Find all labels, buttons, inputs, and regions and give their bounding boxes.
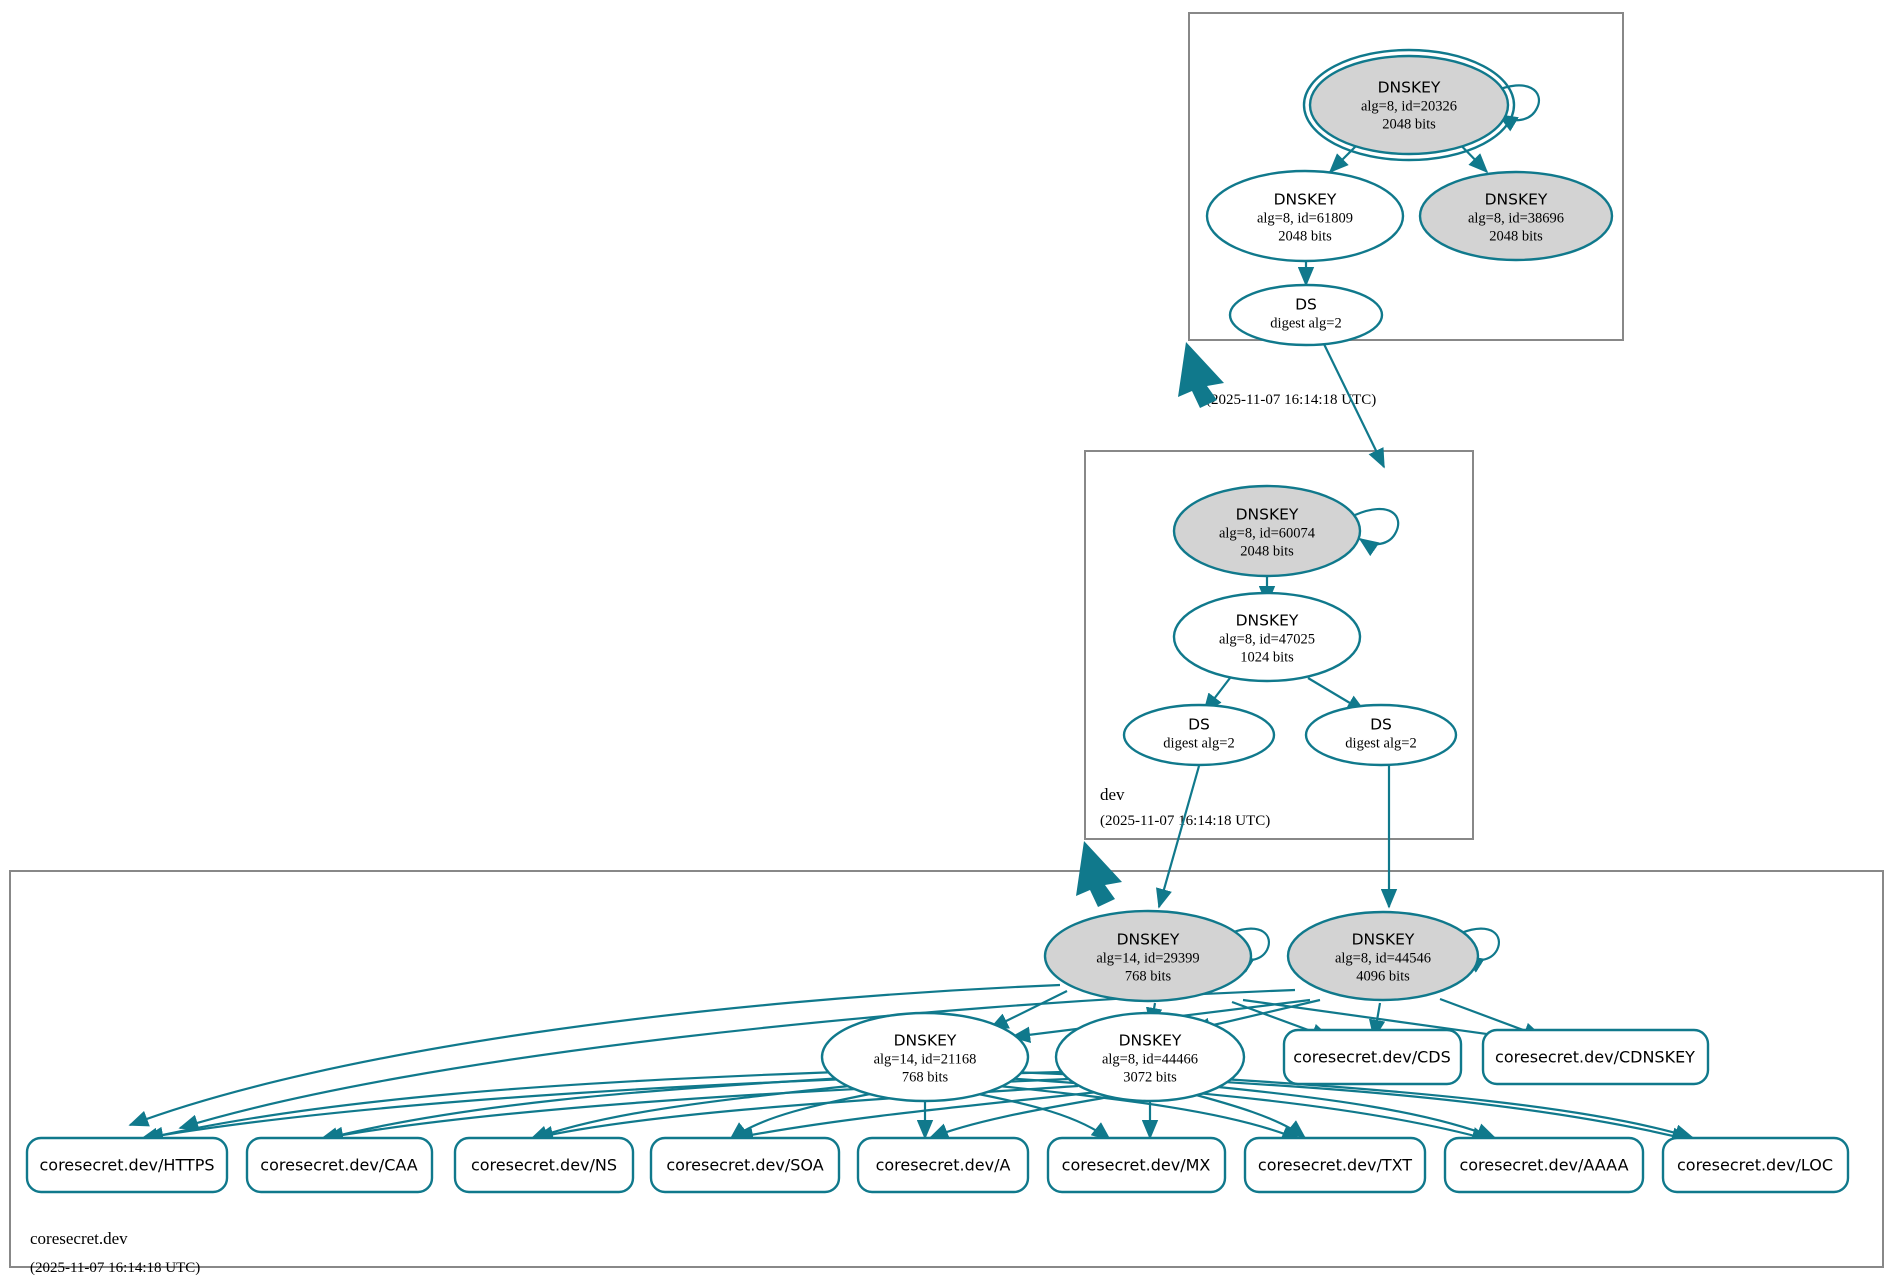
zone-timestamp-root: (2025-11-07 16:14:18 UTC) — [1206, 392, 1376, 408]
node-params: alg=8, id=38696 — [1468, 210, 1564, 226]
node-params: alg=8, id=44546 — [1335, 950, 1431, 966]
zone-label-dev: dev — [1100, 785, 1125, 804]
node-cs-zsk-21168[interactable]: DNSKEY alg=14, id=21168 768 bits — [820, 1011, 1030, 1103]
rrset-label: coresecret.dev/TXT — [1258, 1156, 1412, 1175]
node-cs-zsk-44466[interactable]: DNSKEY alg=8, id=44466 3072 bits — [1054, 1011, 1246, 1103]
node-params: alg=14, id=21168 — [874, 1051, 977, 1067]
rrset-box-soa[interactable]: coresecret.dev/SOA — [649, 1136, 841, 1194]
rrset-box-cdnskey[interactable]: coresecret.dev/CDNSKEY — [1481, 1028, 1710, 1086]
node-dev-zsk-47025[interactable]: DNSKEY alg=8, id=47025 1024 bits — [1172, 591, 1362, 683]
node-size: 3072 bits — [1123, 1069, 1177, 1085]
node-root-dnskey-61809[interactable]: DNSKEY alg=8, id=61809 2048 bits — [1205, 169, 1405, 263]
node-size: 2048 bits — [1382, 116, 1436, 132]
rrset-box-loc[interactable]: coresecret.dev/LOC — [1661, 1136, 1850, 1194]
zone-timestamp-coresecret: (2025-11-07 16:14:18 UTC) — [30, 1260, 200, 1276]
rrset-label: coresecret.dev/CAA — [260, 1156, 417, 1175]
node-dev-ds-right[interactable]: DS digest alg=2 — [1304, 703, 1458, 767]
rrset-box-aaaa[interactable]: coresecret.dev/AAAA — [1443, 1136, 1645, 1194]
delegation-arrow-dev-to-coresecret — [1076, 841, 1122, 907]
node-size: 2048 bits — [1489, 228, 1543, 244]
zone-label-coresecret: coresecret.dev — [30, 1229, 128, 1248]
rrset-label: coresecret.dev/NS — [471, 1156, 617, 1175]
node-title: DNSKEY — [1352, 931, 1415, 949]
node-params: alg=8, id=47025 — [1219, 631, 1315, 647]
node-title: DS — [1188, 716, 1210, 734]
rrset-box-cds[interactable]: coresecret.dev/CDS — [1282, 1028, 1463, 1086]
node-params: alg=8, id=60074 — [1219, 525, 1316, 541]
node-params: alg=14, id=29399 — [1096, 950, 1199, 966]
node-params: digest alg=2 — [1345, 735, 1416, 751]
rrset-label: coresecret.dev/LOC — [1677, 1156, 1833, 1175]
node-params: digest alg=2 — [1163, 735, 1234, 751]
zone-timestamp-dev: (2025-11-07 16:14:18 UTC) — [1100, 813, 1270, 829]
node-title: DNSKEY — [894, 1032, 957, 1050]
node-cs-ksk-44546[interactable]: DNSKEY alg=8, id=44546 4096 bits — [1286, 910, 1480, 1002]
node-params: alg=8, id=44466 — [1102, 1051, 1198, 1067]
rrset-label: coresecret.dev/MX — [1062, 1156, 1211, 1175]
node-title: DNSKEY — [1485, 191, 1548, 209]
node-size: 4096 bits — [1356, 968, 1410, 984]
node-cs-ksk-29399[interactable]: DNSKEY alg=14, id=29399 768 bits — [1043, 909, 1253, 1003]
node-params: alg=8, id=61809 — [1257, 210, 1353, 226]
rrset-box-txt[interactable]: coresecret.dev/TXT — [1243, 1136, 1427, 1194]
node-params: alg=8, id=20326 — [1361, 98, 1457, 114]
node-title: DS — [1370, 716, 1392, 734]
node-size: 2048 bits — [1278, 228, 1332, 244]
rrset-label: coresecret.dev/HTTPS — [39, 1156, 214, 1175]
rrset-label: coresecret.dev/CDNSKEY — [1495, 1048, 1695, 1067]
rrset-box-ns[interactable]: coresecret.dev/NS — [453, 1136, 635, 1194]
rrset-label: coresecret.dev/AAAA — [1459, 1156, 1628, 1175]
node-title: DNSKEY — [1236, 506, 1299, 524]
rrset-box-a[interactable]: coresecret.dev/A — [856, 1136, 1030, 1194]
node-title: DNSKEY — [1236, 612, 1299, 630]
rrset-label: coresecret.dev/A — [876, 1156, 1011, 1175]
node-root-dnskey-38696[interactable]: DNSKEY alg=8, id=38696 2048 bits — [1418, 170, 1614, 262]
node-title: DNSKEY — [1378, 79, 1441, 97]
node-size: 2048 bits — [1240, 543, 1294, 559]
node-title: DNSKEY — [1119, 1032, 1182, 1050]
rrset-box-mx[interactable]: coresecret.dev/MX — [1046, 1136, 1227, 1194]
node-params: digest alg=2 — [1270, 315, 1341, 331]
node-root-ksk-20326[interactable]: DNSKEY alg=8, id=20326 2048 bits — [1302, 48, 1516, 162]
node-title: DS — [1295, 296, 1317, 314]
node-title: DNSKEY — [1274, 191, 1337, 209]
rrset-box-https[interactable]: coresecret.dev/HTTPS — [25, 1136, 229, 1194]
node-root-ds-for-dev[interactable]: DS digest alg=2 — [1228, 283, 1384, 347]
node-title: DNSKEY — [1117, 931, 1180, 949]
node-size: 1024 bits — [1240, 649, 1294, 665]
rrset-label: coresecret.dev/SOA — [666, 1156, 823, 1175]
zone-box-dev: dev (2025-11-07 16:14:18 UTC) — [1084, 450, 1474, 840]
rrset-box-caa[interactable]: coresecret.dev/CAA — [245, 1136, 434, 1194]
zone-box-root: . (2025-11-07 16:14:18 UTC) — [1188, 12, 1624, 408]
node-size: 768 bits — [902, 1069, 949, 1085]
node-dev-ksk-60074[interactable]: DNSKEY alg=8, id=60074 2048 bits — [1172, 484, 1362, 578]
delegation-arrow-root-to-dev — [1178, 342, 1224, 408]
rrset-label: coresecret.dev/CDS — [1293, 1048, 1451, 1067]
zone-box-coresecret: coresecret.dev (2025-11-07 16:14:18 UTC) — [9, 870, 1884, 1276]
node-dev-ds-left[interactable]: DS digest alg=2 — [1122, 703, 1276, 767]
node-size: 768 bits — [1125, 968, 1172, 984]
